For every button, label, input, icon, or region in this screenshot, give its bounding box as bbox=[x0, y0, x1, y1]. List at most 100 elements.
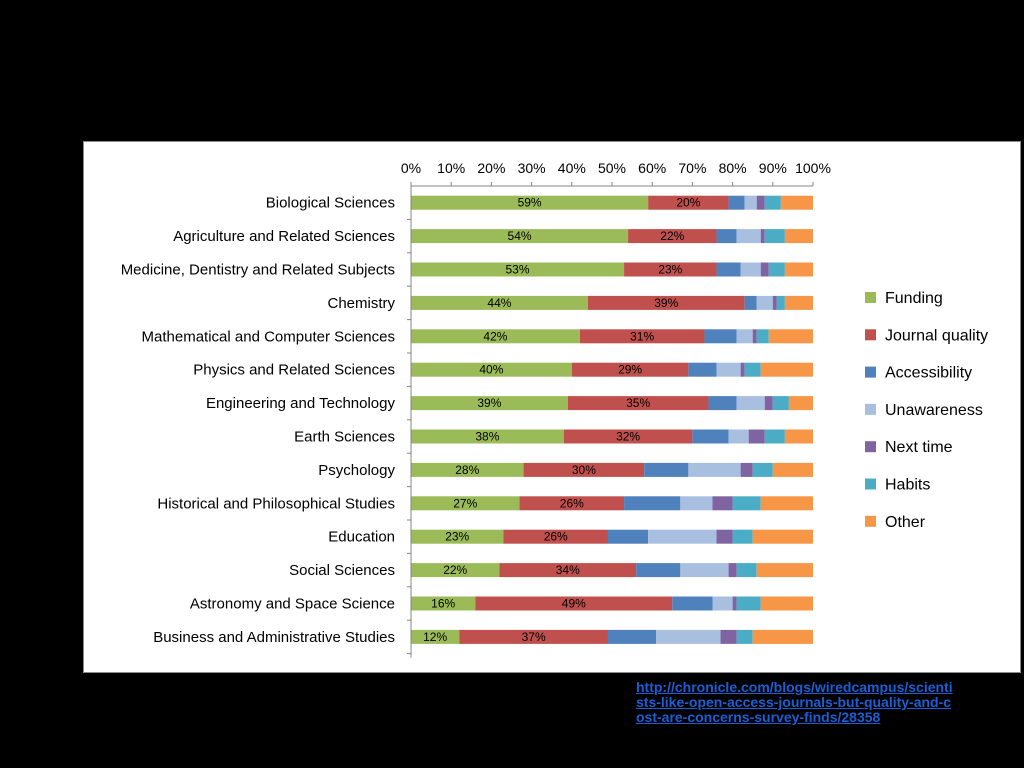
data-label-funding-astronomy-and-space-science: 16% bbox=[431, 597, 455, 611]
bar-unawareness-earth-sciences bbox=[728, 429, 749, 444]
bar-other-chemistry bbox=[784, 295, 813, 310]
axis-group bbox=[407, 182, 814, 658]
x-tick-label: 20% bbox=[477, 160, 505, 176]
bar-habits-earth-sciences bbox=[764, 429, 785, 444]
data-label-funding-engineering-and-technology: 39% bbox=[477, 396, 501, 410]
x-tick-label: 50% bbox=[598, 160, 626, 176]
category-label-earth-sciences: Earth Sciences bbox=[294, 429, 395, 446]
bar-journal-quality-historical-and-philosophical-studies bbox=[519, 496, 625, 511]
bar-next-time-biological-sciences bbox=[756, 195, 765, 210]
category-labels-group: Biological Sciences Agriculture and Relat… bbox=[121, 195, 396, 646]
data-label-journal-quality-chemistry: 39% bbox=[654, 296, 678, 310]
bar-accessibility-biological-sciences bbox=[728, 195, 745, 210]
bar-accessibility-earth-sciences bbox=[692, 429, 729, 444]
bar-unawareness-business-and-administrative-studies bbox=[656, 629, 721, 644]
legend-swatch-other bbox=[865, 515, 876, 527]
data-label-funding-medicine-dentistry-and-related-subjects: 53% bbox=[506, 263, 530, 277]
bar-unawareness-mathematical-and-computer-sciences bbox=[736, 329, 753, 344]
category-label-engineering-and-technology: Engineering and Technology bbox=[206, 395, 396, 412]
bar-funding-psychology bbox=[411, 462, 524, 477]
bar-next-time-psychology bbox=[740, 462, 753, 477]
bar-next-time-mathematical-and-computer-sciences bbox=[752, 329, 757, 344]
bar-habits-business-and-administrative-studies bbox=[736, 629, 753, 644]
bar-habits-education bbox=[732, 529, 753, 544]
bar-unawareness-chemistry bbox=[756, 295, 773, 310]
bar-funding-education bbox=[411, 529, 504, 544]
bar-habits-psychology bbox=[752, 462, 773, 477]
legend-swatch-unawareness bbox=[865, 403, 876, 415]
bar-funding-mathematical-and-computer-sciences bbox=[411, 329, 580, 344]
legend-swatch-journal-quality bbox=[865, 329, 876, 341]
category-label-agriculture-and-related-sciences: Agriculture and Related Sciences bbox=[173, 228, 395, 245]
bar-funding-medicine-dentistry-and-related-subjects bbox=[411, 262, 625, 277]
data-label-journal-quality-engineering-and-technology: 35% bbox=[626, 396, 650, 410]
bar-other-earth-sciences bbox=[784, 429, 813, 444]
legend-label-habits: Habits bbox=[885, 477, 930, 494]
category-label-physics-and-related-sciences: Physics and Related Sciences bbox=[193, 362, 395, 379]
bar-accessibility-education bbox=[607, 529, 649, 544]
legend-label-unawareness: Unawareness bbox=[885, 402, 983, 419]
bar-other-historical-and-philosophical-studies bbox=[760, 496, 813, 511]
bar-habits-medicine-dentistry-and-related-subjects bbox=[768, 262, 785, 277]
bar-other-astronomy-and-space-science bbox=[760, 596, 813, 611]
x-tick-label: 0% bbox=[401, 160, 421, 176]
legend-swatch-funding bbox=[865, 292, 876, 303]
data-label-funding-chemistry: 44% bbox=[487, 296, 511, 310]
data-label-journal-quality-physics-and-related-sciences: 29% bbox=[618, 363, 642, 377]
bar-journal-quality-engineering-and-technology bbox=[567, 396, 709, 411]
bar-journal-quality-medicine-dentistry-and-related-subjects bbox=[624, 262, 717, 277]
bar-other-business-and-administrative-studies bbox=[752, 629, 813, 644]
bar-unawareness-medicine-dentistry-and-related-subjects bbox=[740, 262, 761, 277]
bar-unawareness-historical-and-philosophical-studies bbox=[680, 496, 713, 511]
legend: Funding Journal quality Accessibility Unawa… bbox=[865, 290, 988, 531]
bar-next-time-physics-and-related-sciences bbox=[740, 362, 745, 377]
legend-swatch-accessibility bbox=[865, 366, 876, 378]
bar-next-time-earth-sciences bbox=[748, 429, 765, 444]
bar-accessibility-medicine-dentistry-and-related-subjects bbox=[716, 262, 741, 277]
bar-other-education bbox=[752, 529, 813, 544]
x-tick-label: 80% bbox=[719, 160, 747, 176]
data-label-journal-quality-mathematical-and-computer-sciences: 31% bbox=[630, 329, 654, 343]
bar-next-time-agriculture-and-related-sciences bbox=[760, 229, 765, 244]
bar-habits-historical-and-philosophical-studies bbox=[732, 496, 761, 511]
bar-next-time-education bbox=[716, 529, 733, 544]
bar-unawareness-agriculture-and-related-sciences bbox=[736, 229, 761, 244]
x-tick-label: 60% bbox=[638, 160, 666, 176]
bar-next-time-medicine-dentistry-and-related-subjects bbox=[760, 262, 769, 277]
bar-journal-quality-chemistry bbox=[587, 295, 745, 310]
category-label-psychology: Psychology bbox=[318, 462, 395, 479]
bar-habits-physics-and-related-sciences bbox=[744, 362, 761, 377]
bar-journal-quality-business-and-administrative-studies bbox=[459, 629, 608, 644]
bar-unawareness-education bbox=[648, 529, 717, 544]
data-labels-group: 59% 20% 54% 22% 53% 23% 44% 39% 42% 31% 40% 29% 39% 3… bbox=[423, 196, 701, 644]
data-label-journal-quality-agriculture-and-related-sciences: 22% bbox=[660, 229, 684, 243]
data-label-journal-quality-psychology: 30% bbox=[572, 463, 596, 477]
source-link[interactable]: http://chronicle.com/blogs/wiredcampus/s… bbox=[636, 679, 953, 725]
bar-habits-biological-sciences bbox=[764, 195, 781, 210]
legend-swatch-next-time bbox=[865, 441, 876, 453]
bar-funding-agriculture-and-related-sciences bbox=[411, 229, 629, 244]
x-tick-label: 90% bbox=[759, 160, 787, 176]
category-label-social-sciences: Social Sciences bbox=[289, 562, 395, 579]
x-tick-label: 100% bbox=[795, 160, 831, 176]
bar-unawareness-physics-and-related-sciences bbox=[716, 362, 741, 377]
bar-other-biological-sciences bbox=[780, 195, 813, 210]
category-label-biological-sciences: Biological Sciences bbox=[266, 195, 395, 212]
bar-other-engineering-and-technology bbox=[788, 396, 813, 411]
data-label-journal-quality-biological-sciences: 20% bbox=[676, 196, 700, 210]
bar-funding-social-sciences bbox=[411, 563, 500, 578]
legend-label-funding: Funding bbox=[885, 290, 943, 307]
bar-other-medicine-dentistry-and-related-subjects bbox=[784, 262, 813, 277]
data-label-journal-quality-astronomy-and-space-science: 49% bbox=[562, 597, 586, 611]
data-label-funding-historical-and-philosophical-studies: 27% bbox=[453, 496, 477, 510]
bar-accessibility-psychology bbox=[644, 462, 689, 477]
bar-other-agriculture-and-related-sciences bbox=[784, 229, 813, 244]
bar-unawareness-engineering-and-technology bbox=[736, 396, 765, 411]
bar-funding-historical-and-philosophical-studies bbox=[411, 496, 520, 511]
bar-accessibility-business-and-administrative-studies bbox=[607, 629, 657, 644]
bar-funding-engineering-and-technology bbox=[411, 396, 568, 411]
bar-funding-chemistry bbox=[411, 295, 588, 310]
data-label-funding-psychology: 28% bbox=[455, 463, 479, 477]
bar-habits-agriculture-and-related-sciences bbox=[764, 229, 785, 244]
x-tick-label: 10% bbox=[437, 160, 465, 176]
